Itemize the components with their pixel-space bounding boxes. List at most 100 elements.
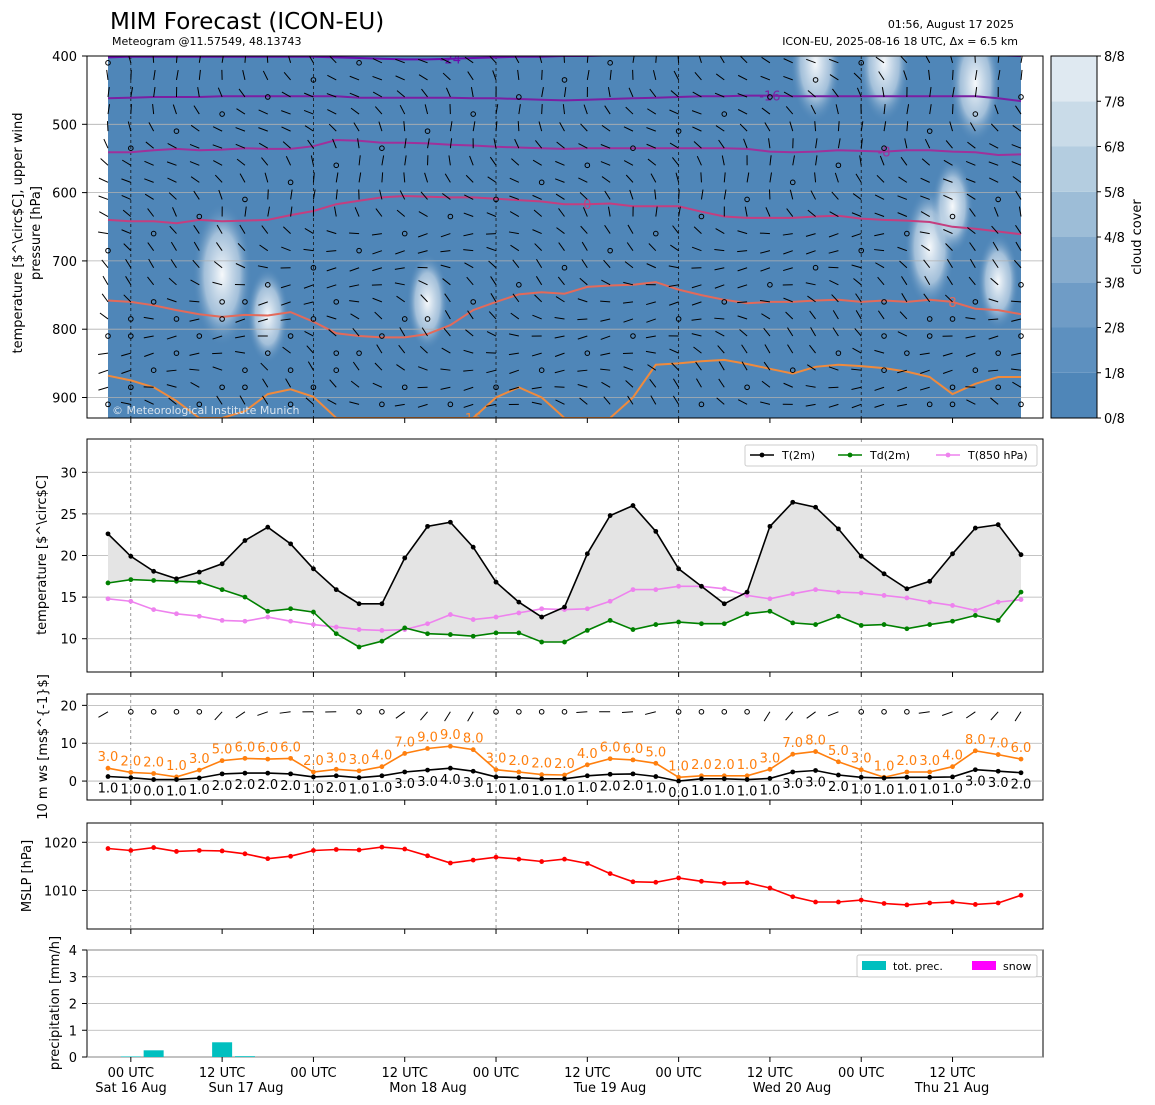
- mean-label: 1.0: [189, 783, 210, 798]
- mean-label: 1.0: [531, 784, 552, 799]
- gust-label: 3.0: [326, 751, 347, 766]
- wind-barb: [694, 72, 702, 81]
- wind-barb: [646, 127, 656, 132]
- t2m-point: [904, 586, 910, 592]
- wind-barb: [943, 159, 953, 166]
- wind-barb: [235, 711, 246, 719]
- isotherm-label: 0: [583, 198, 591, 213]
- wind-barb: [968, 276, 976, 286]
- wind-barb: [1015, 224, 1022, 234]
- colorbar-tick-label: 7/8: [1104, 95, 1125, 110]
- calm-marker: [401, 384, 408, 391]
- wind-barb: [759, 299, 770, 303]
- wind-barb: [645, 350, 656, 354]
- precipitation-panel: 0 1 2 3 4 precipitation [mm/h] tot. prec. sno…: [48, 936, 1044, 1070]
- wind-barb: [853, 278, 862, 286]
- t2m-point: [333, 587, 339, 593]
- wind-barb: [398, 344, 406, 354]
- wind-barb: [486, 212, 497, 217]
- wind-barb: [929, 87, 932, 98]
- wind-barb: [166, 369, 177, 372]
- colorbar-tick-label: 0/8: [1104, 412, 1125, 427]
- wind-barb: [486, 369, 497, 374]
- mean-label: 2.0: [280, 779, 301, 794]
- wind-barb: [510, 244, 520, 252]
- wind-barb: [308, 56, 314, 64]
- t850-point: [493, 614, 499, 620]
- calm-marker: [607, 247, 613, 254]
- wind-barb: [579, 277, 588, 286]
- wind-barb: [335, 172, 339, 183]
- wind-barb: [737, 267, 748, 272]
- wind-barb: [967, 227, 976, 234]
- day-label: Tue 19 Aug: [573, 1081, 646, 1096]
- wind-barb: [257, 265, 268, 269]
- mslp-point: [379, 844, 385, 850]
- wind-barb: [785, 106, 794, 115]
- wind-barb: [167, 143, 177, 149]
- t850-point: [881, 593, 887, 598]
- wind-barb: [721, 155, 725, 166]
- wind-barb: [579, 192, 588, 200]
- mean-label: 1.0: [645, 782, 666, 797]
- wind-barb: [744, 206, 748, 217]
- wind-barb: [242, 70, 246, 81]
- ytick-label: 4: [69, 944, 77, 959]
- wind-barb: [125, 258, 132, 268]
- model-run: ICON-EU, 2025-08-16 18 UTC, Δx = 6.5 km: [782, 35, 1018, 48]
- wind-barb: [832, 88, 839, 98]
- wind-barb: [787, 344, 794, 354]
- wind-barb: [541, 69, 543, 80]
- mean-label: 3.0: [805, 775, 826, 790]
- wind-barb: [783, 75, 793, 81]
- colorbar-segment: [1051, 327, 1097, 373]
- mean-label: 2.0: [326, 781, 347, 796]
- wind-barb: [761, 313, 771, 320]
- wind-barb: [403, 121, 406, 132]
- calm-marker: [150, 230, 157, 237]
- wind-barb: [672, 225, 680, 234]
- wind-barb: [517, 69, 520, 80]
- wind-barb: [555, 193, 565, 200]
- wind-barb: [98, 369, 109, 374]
- wind-barb: [281, 246, 291, 252]
- wind-barb: [564, 87, 567, 98]
- wind-barb: [671, 362, 679, 371]
- mean-point: [813, 768, 818, 773]
- wind-barb: [925, 56, 931, 64]
- mean-point: [995, 768, 1001, 774]
- calm-marker: [105, 60, 111, 66]
- t850-point: [539, 606, 545, 612]
- wind-barb: [645, 711, 656, 715]
- wind-barb: [805, 403, 816, 407]
- wind-barb: [490, 276, 497, 286]
- wind-barb: [785, 311, 794, 320]
- wind-barb: [303, 109, 314, 115]
- wind-barb: [352, 361, 360, 371]
- wind-barb: [714, 249, 725, 252]
- calm-marker: [858, 60, 865, 66]
- calm-marker: [584, 162, 591, 169]
- isotherm-line: [107, 281, 1022, 339]
- calm-marker: [538, 708, 545, 715]
- wind-barb: [874, 249, 885, 252]
- wind-barb: [876, 174, 885, 183]
- wind-barb: [832, 327, 839, 337]
- t2m-point: [950, 551, 955, 557]
- wind-barb: [646, 143, 656, 149]
- wind-barb: [554, 316, 565, 320]
- calm-marker: [310, 384, 317, 391]
- wind-barb: [879, 155, 885, 166]
- wind-barb: [623, 126, 634, 132]
- wind-barb: [969, 122, 976, 132]
- wind-barb: [807, 90, 816, 98]
- wind-barb: [121, 352, 131, 357]
- wind-barb: [449, 121, 453, 132]
- wind-barb: [965, 386, 976, 388]
- wind-barb: [107, 104, 111, 115]
- wind-barb: [509, 369, 520, 374]
- gust-label: 5.0: [645, 745, 666, 760]
- gust-label: 3.0: [486, 752, 507, 767]
- mean-label: 3.0: [782, 777, 803, 792]
- wind-barb: [490, 293, 497, 303]
